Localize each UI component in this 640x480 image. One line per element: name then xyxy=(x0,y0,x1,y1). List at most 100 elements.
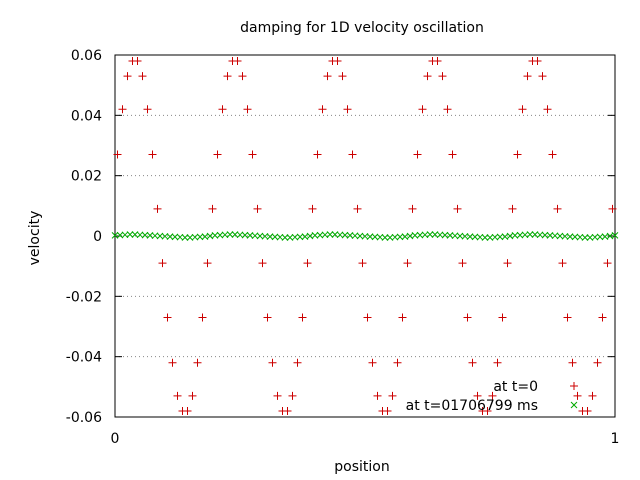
y-tick-label: -0.04 xyxy=(66,350,102,366)
y-tick-label: 0 xyxy=(93,229,102,245)
data-point-plus xyxy=(163,313,172,322)
data-point-plus xyxy=(363,313,372,322)
data-point-plus xyxy=(138,72,147,81)
data-point-plus xyxy=(523,72,532,81)
data-point-plus xyxy=(433,57,442,66)
data-point-plus xyxy=(423,72,432,81)
data-point-plus xyxy=(333,57,342,66)
data-point-plus xyxy=(388,391,397,400)
data-point-plus xyxy=(313,150,322,159)
data-point-plus xyxy=(273,391,282,400)
data-point-plus xyxy=(298,313,307,322)
data-point-plus xyxy=(193,358,202,367)
data-point-plus xyxy=(463,313,472,322)
y-tick-label: 0.04 xyxy=(71,108,102,124)
data-point-plus xyxy=(443,105,452,114)
data-point-plus xyxy=(293,358,302,367)
data-point-plus xyxy=(153,204,162,213)
data-point-plus xyxy=(203,259,212,268)
data-point-plus xyxy=(438,72,447,81)
data-point-plus xyxy=(148,150,157,159)
data-point-cross xyxy=(226,231,234,238)
data-point-plus xyxy=(468,358,477,367)
legend-plus-symbol xyxy=(570,382,578,390)
data-point-plus xyxy=(253,204,262,213)
data-point-plus xyxy=(568,358,577,367)
legend-marker-cross xyxy=(570,401,578,409)
data-point-plus xyxy=(323,72,332,81)
y-axis-label: velocity xyxy=(27,211,43,266)
data-point-plus xyxy=(243,105,252,114)
data-point-plus xyxy=(248,150,257,159)
data-point-plus xyxy=(573,391,582,400)
data-point-plus xyxy=(288,391,297,400)
data-point-plus xyxy=(583,406,592,415)
legend-label-series-2: at t=01706799 ms xyxy=(406,398,538,414)
data-point-cross xyxy=(526,231,534,238)
data-point-plus xyxy=(558,259,567,268)
data-point-plus xyxy=(158,259,167,268)
legend: at t=0 at t=01706799 ms xyxy=(406,379,578,414)
data-point-plus xyxy=(183,406,192,415)
y-tick-label: 0.06 xyxy=(71,48,102,64)
data-point-cross xyxy=(281,234,289,241)
data-point-plus xyxy=(173,391,182,400)
data-point-plus xyxy=(268,358,277,367)
data-point-cross xyxy=(581,234,589,241)
y-axis: 0.06 0.04 0.02 0 -0.02 -0.04 -0.06 xyxy=(66,48,615,426)
data-point-plus xyxy=(548,150,557,159)
data-point-plus xyxy=(343,105,352,114)
data-point-plus xyxy=(318,105,327,114)
data-point-plus xyxy=(383,406,392,415)
data-point-plus xyxy=(338,72,347,81)
data-point-plus xyxy=(113,150,122,159)
y-tick-label: -0.06 xyxy=(66,410,102,426)
data-point-plus xyxy=(598,313,607,322)
data-point-plus xyxy=(263,313,272,322)
data-point-plus xyxy=(518,105,527,114)
data-point-cross xyxy=(611,232,619,239)
data-point-plus xyxy=(488,391,497,400)
data-point-plus xyxy=(473,391,482,400)
data-point-plus xyxy=(233,57,242,66)
data-point-cross xyxy=(481,234,489,241)
data-point-plus xyxy=(508,204,517,213)
data-point-plus xyxy=(403,259,412,268)
data-point-plus xyxy=(353,204,362,213)
data-point-plus xyxy=(503,259,512,268)
data-point-plus xyxy=(368,358,377,367)
y-tick-label: 0.02 xyxy=(71,169,102,185)
data-point-plus xyxy=(143,105,152,114)
y-tick-label: -0.02 xyxy=(66,289,102,305)
data-point-plus xyxy=(118,105,127,114)
legend-label-series-1: at t=0 xyxy=(493,379,538,395)
data-point-plus xyxy=(218,105,227,114)
data-point-cross xyxy=(181,234,189,241)
data-point-plus xyxy=(198,313,207,322)
data-point-plus xyxy=(493,358,502,367)
data-point-plus xyxy=(283,406,292,415)
data-point-plus xyxy=(418,105,427,114)
data-point-plus xyxy=(553,204,562,213)
chart-title: damping for 1D velocity oscillation xyxy=(240,20,484,36)
data-point-plus xyxy=(358,259,367,268)
data-point-cross xyxy=(126,231,134,238)
data-point-plus xyxy=(513,150,522,159)
data-point-plus xyxy=(168,358,177,367)
legend-marker-plus xyxy=(570,382,578,390)
data-point-plus xyxy=(393,358,402,367)
data-point-plus xyxy=(408,204,417,213)
x-axis-label: position xyxy=(334,459,389,475)
data-point-plus xyxy=(448,150,457,159)
data-point-cross xyxy=(426,231,434,238)
data-point-cross xyxy=(381,234,389,241)
data-point-plus xyxy=(413,150,422,159)
data-point-plus xyxy=(373,391,382,400)
data-point-plus xyxy=(258,259,267,268)
data-point-plus xyxy=(208,204,217,213)
data-point-plus xyxy=(123,72,132,81)
data-point-plus xyxy=(348,150,357,159)
data-point-plus xyxy=(608,204,617,213)
